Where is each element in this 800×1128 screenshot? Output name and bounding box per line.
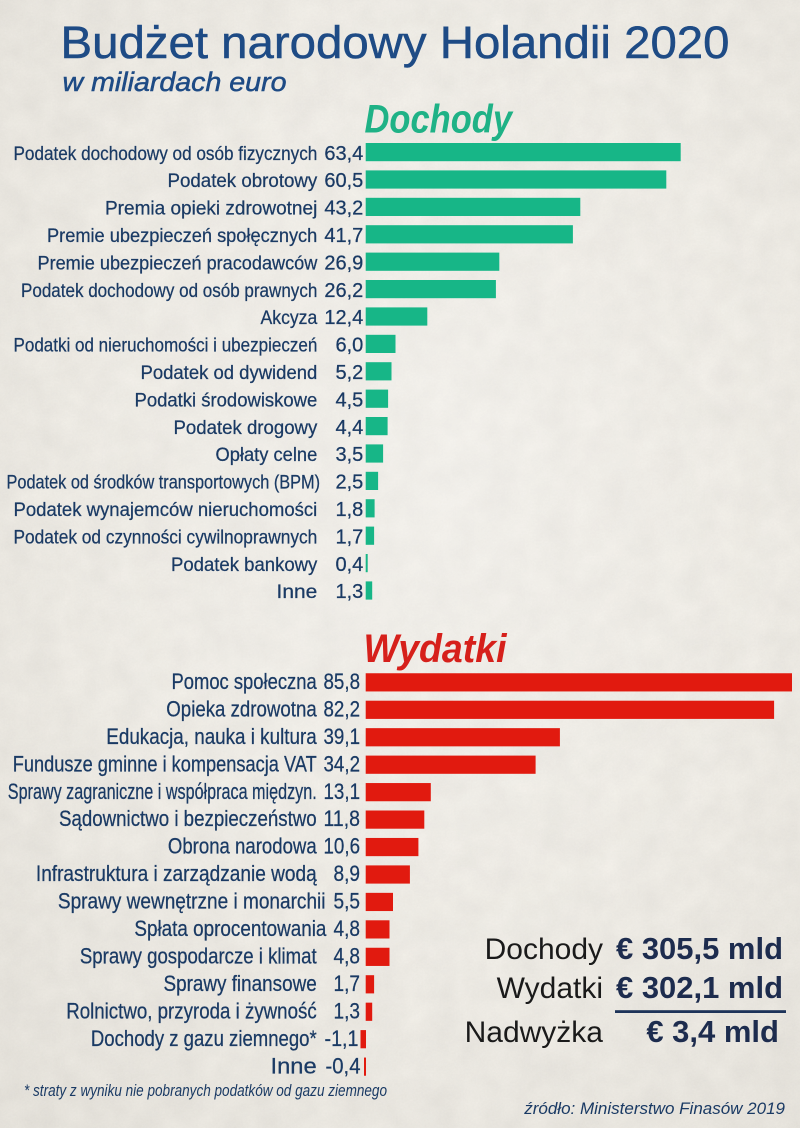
svg-text:26,2: 26,2 xyxy=(324,280,363,302)
svg-text:Podatek bankowy: Podatek bankowy xyxy=(171,554,317,576)
svg-text:1,8: 1,8 xyxy=(335,499,363,521)
svg-text:13,1: 13,1 xyxy=(324,779,361,804)
svg-text:Nadwyżka: Nadwyżka xyxy=(465,1016,604,1049)
svg-text:Pomoc społeczna: Pomoc społeczna xyxy=(172,669,318,694)
svg-text:6,0: 6,0 xyxy=(335,335,363,357)
svg-text:Opieka zdrowotna: Opieka zdrowotna xyxy=(166,697,317,722)
svg-text:Wydatki: Wydatki xyxy=(364,627,508,671)
svg-text:€ 302,1 mld: € 302,1 mld xyxy=(616,970,783,1005)
svg-text:Podatek od dywidend: Podatek od dywidend xyxy=(141,362,318,384)
svg-text:-1,1: -1,1 xyxy=(325,1026,359,1051)
svg-text:Dochody: Dochody xyxy=(485,933,603,966)
svg-text:1,3: 1,3 xyxy=(334,998,361,1023)
svg-text:w miliardach euro: w miliardach euro xyxy=(63,67,287,97)
svg-text:Edukacja, nauka i kultura: Edukacja, nauka i kultura xyxy=(106,724,317,749)
svg-text:1,3: 1,3 xyxy=(335,581,363,603)
svg-text:Premie ubezpieczeń społęcznych: Premie ubezpieczeń społęcznych xyxy=(47,225,317,247)
svg-text:8,9: 8,9 xyxy=(334,861,361,886)
svg-text:-0,4: -0,4 xyxy=(326,1053,361,1078)
svg-text:Spłata oprocentowania: Spłata oprocentowania xyxy=(134,916,327,941)
svg-text:12,4: 12,4 xyxy=(324,307,363,329)
svg-text:60,5: 60,5 xyxy=(324,170,363,192)
svg-text:26,9: 26,9 xyxy=(324,252,363,274)
svg-text:10,6: 10,6 xyxy=(324,834,361,859)
svg-text:Inne: Inne xyxy=(271,1053,317,1078)
svg-text:Sprawy zagraniczne i współprac: Sprawy zagraniczne i współpraca międzyn. xyxy=(8,779,317,804)
svg-text:Premie ubezpieczeń pracodawców: Premie ubezpieczeń pracodawców xyxy=(38,252,318,274)
svg-text:Sądownictwo i bezpieczeństwo: Sądownictwo i bezpieczeństwo xyxy=(59,806,317,831)
svg-text:Podatki od nieruchomości i ube: Podatki od nieruchomości i ubezpieczeń xyxy=(14,335,318,357)
svg-text:źródło: Ministerstwo Finasów 2: źródło: Ministerstwo Finasów 2019 xyxy=(523,1099,785,1118)
svg-text:Podatek wynajemców nieruchomoś: Podatek wynajemców nieruchomości xyxy=(14,499,318,521)
svg-text:Podatek od środków transportow: Podatek od środków transportowych (BPM) xyxy=(7,472,321,494)
svg-text:Premia opieki zdrowotnej: Premia opieki zdrowotnej xyxy=(105,198,317,220)
svg-text:85,8: 85,8 xyxy=(324,669,361,694)
svg-text:Sprawy wewnętrzne i monarchii: Sprawy wewnętrzne i monarchii xyxy=(58,889,326,914)
svg-text:2,5: 2,5 xyxy=(335,472,363,494)
svg-text:39,1: 39,1 xyxy=(324,724,361,749)
svg-text:41,7: 41,7 xyxy=(324,225,363,247)
svg-text:Sprawy finansowe: Sprawy finansowe xyxy=(164,971,317,996)
svg-text:Sprawy gospodarcze i klimat: Sprawy gospodarcze i klimat xyxy=(80,944,317,969)
svg-text:4,8: 4,8 xyxy=(334,944,361,969)
svg-text:Obrona narodowa: Obrona narodowa xyxy=(168,834,318,859)
svg-text:4,8: 4,8 xyxy=(334,916,361,941)
svg-text:63,4: 63,4 xyxy=(324,143,363,165)
svg-text:34,2: 34,2 xyxy=(324,751,361,776)
svg-text:0,4: 0,4 xyxy=(335,554,363,576)
svg-text:Podatek dochodowy od osób praw: Podatek dochodowy od osób prawnych xyxy=(21,280,317,302)
svg-text:Dochody: Dochody xyxy=(365,98,514,142)
svg-text:Podatek drogowy: Podatek drogowy xyxy=(174,417,318,439)
svg-text:5,2: 5,2 xyxy=(335,362,363,384)
svg-text:* straty z wyniku nie pobranyc: * straty z wyniku nie pobranych podatków… xyxy=(24,1082,387,1100)
svg-text:Rolnictwo, przyroda i żywność: Rolnictwo, przyroda i żywność xyxy=(66,998,317,1023)
svg-text:Podatek dochodowy od osób fizy: Podatek dochodowy od osób fizycznych xyxy=(14,143,318,165)
svg-text:4,5: 4,5 xyxy=(335,389,363,411)
svg-text:82,2: 82,2 xyxy=(324,697,361,722)
svg-text:Infrastruktura i zarządzanie w: Infrastruktura i zarządzanie wodą xyxy=(36,861,318,886)
svg-text:€ 305,5 mld: € 305,5 mld xyxy=(616,931,783,966)
svg-text:11,8: 11,8 xyxy=(324,806,361,831)
svg-text:43,2: 43,2 xyxy=(324,198,363,220)
svg-text:Podatek od czynności cywilnopr: Podatek od czynności cywilnoprawnych xyxy=(14,526,318,548)
svg-text:Budżet narodowy Holandii 2020: Budżet narodowy Holandii 2020 xyxy=(61,17,730,68)
svg-text:1,7: 1,7 xyxy=(335,526,363,548)
svg-text:€ 3,4 mld: € 3,4 mld xyxy=(646,1014,779,1049)
svg-text:Akcyza: Akcyza xyxy=(261,307,318,329)
svg-text:1,7: 1,7 xyxy=(334,971,361,996)
svg-text:5,5: 5,5 xyxy=(334,889,361,914)
svg-text:Dochody z gazu ziemnego*: Dochody z gazu ziemnego* xyxy=(91,1026,317,1051)
svg-text:3,5: 3,5 xyxy=(335,444,363,466)
svg-text:Wydatki: Wydatki xyxy=(497,972,603,1005)
svg-text:Fundusze gminne i kompensacja: Fundusze gminne i kompensacja VAT xyxy=(13,751,317,776)
svg-text:Podatek obrotowy: Podatek obrotowy xyxy=(168,170,318,192)
svg-text:Opłaty celne: Opłaty celne xyxy=(216,444,318,466)
svg-text:Inne: Inne xyxy=(277,581,318,603)
svg-text:Podatki środowiskowe: Podatki środowiskowe xyxy=(135,389,318,411)
svg-text:4,4: 4,4 xyxy=(335,417,363,439)
